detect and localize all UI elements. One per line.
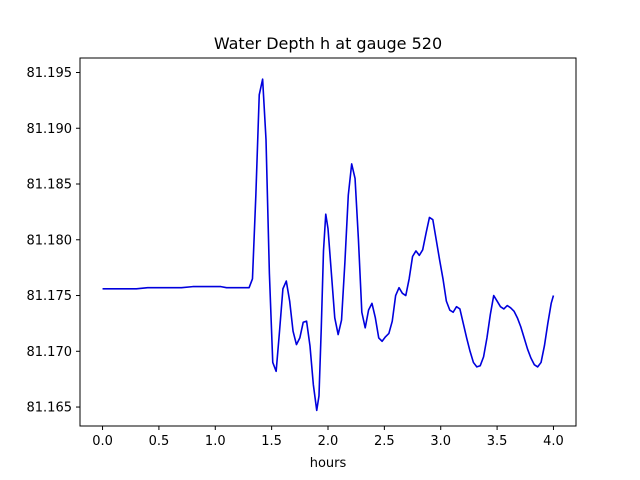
x-tick-label: 1.0 bbox=[205, 434, 226, 449]
x-tick-label: 2.5 bbox=[374, 434, 395, 449]
x-tick-label: 0.0 bbox=[92, 434, 113, 449]
plot-area bbox=[102, 78, 555, 412]
series-line-0 bbox=[102, 78, 555, 412]
y-tick-label: 81.185 bbox=[27, 178, 73, 193]
y-tick-label: 81.175 bbox=[27, 289, 73, 304]
chart-title: Water Depth h at gauge 520 bbox=[214, 34, 442, 53]
x-tick-label: 3.0 bbox=[430, 434, 451, 449]
y-tick-label: 81.165 bbox=[27, 401, 73, 416]
x-axis-label: hours bbox=[310, 456, 347, 471]
x-axis: 0.0 0.5 1.0 1.5 2.0 2.5 3.0 3.5 4.0 bbox=[92, 426, 564, 449]
y-tick-label: 81.195 bbox=[27, 66, 73, 81]
y-tick-label: 81.180 bbox=[27, 233, 73, 248]
x-tick-label: 2.0 bbox=[318, 434, 339, 449]
y-tick-label: 81.170 bbox=[27, 345, 73, 360]
x-tick-label: 4.0 bbox=[543, 434, 564, 449]
y-tick-label: 81.190 bbox=[27, 122, 73, 137]
y-axis: 81.165 81.170 81.175 81.180 81.185 81.190 81.1… bbox=[27, 66, 80, 416]
x-tick-label: 0.5 bbox=[149, 434, 170, 449]
x-tick-label: 1.5 bbox=[261, 434, 282, 449]
x-tick-label: 3.5 bbox=[487, 434, 508, 449]
